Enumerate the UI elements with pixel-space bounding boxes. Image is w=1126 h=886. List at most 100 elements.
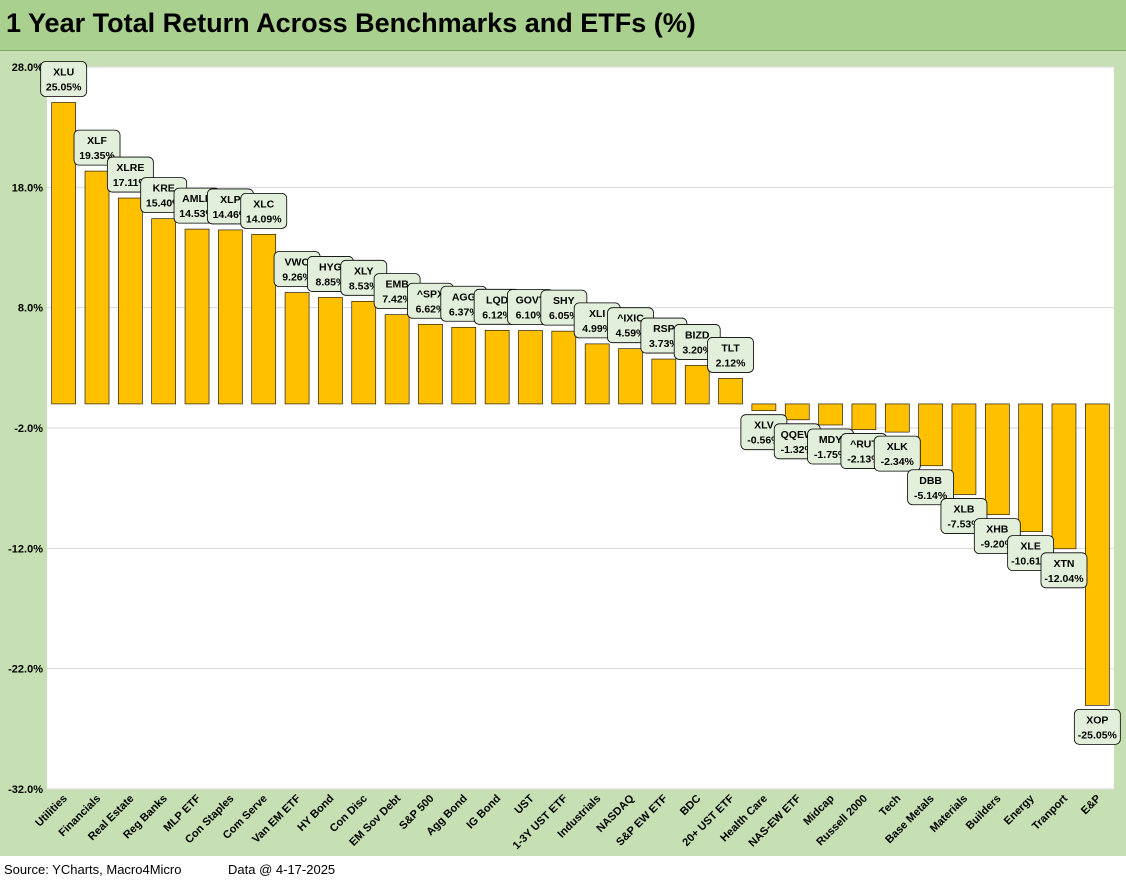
data-label-value: 15.40%	[146, 198, 182, 210]
bar-xlb	[951, 403, 977, 495]
bar-xlre	[118, 197, 143, 405]
data-label-ticker: BIZD	[685, 329, 710, 341]
data-label-value: 6.37%	[449, 306, 479, 318]
data-label-box	[707, 337, 754, 373]
data-label-ticker: XLC	[253, 198, 274, 210]
bar-xlu	[51, 102, 76, 405]
data-label-value: 6.10%	[516, 310, 546, 322]
data-label-ticker: HYG	[319, 261, 342, 273]
data-label-ticker: XLK	[887, 441, 908, 453]
data-label-value: 8.85%	[316, 276, 346, 288]
x-tick-label: BDC	[678, 793, 703, 818]
data-label: XLC 14.09%	[240, 192, 288, 229]
data-label-value: 4.59%	[616, 328, 646, 340]
data-label-ticker: XLE	[1020, 541, 1040, 553]
data-label: TLT 2.12%	[707, 337, 754, 373]
data-label-value: -12.04%	[1044, 573, 1084, 585]
data-label-value: 14.09%	[246, 213, 282, 225]
data-label: XLF 19.35%	[73, 129, 121, 166]
data-label-value: 25.05%	[46, 81, 82, 93]
bar-xhb	[984, 403, 1010, 515]
y-axis-ticks: 28.0% 18.0% 8.0% -2.0% -12.0% -22.0% -32.0%	[8, 62, 43, 796]
data-label-ticker: GOVT	[516, 295, 546, 307]
data-label-ticker: XTN	[1053, 558, 1074, 570]
data-label-value: 14.53%	[179, 208, 215, 220]
bar-spx	[418, 323, 443, 405]
data-label: XOP -25.05%	[1073, 708, 1121, 745]
data-label-value: 2.12%	[716, 357, 746, 369]
data-label-value: 7.42%	[382, 294, 412, 306]
bar-shy	[551, 330, 577, 405]
data-label-ticker: RSP	[653, 323, 675, 335]
data-label: XTN -12.04%	[1040, 552, 1088, 589]
data-label-value: 8.53%	[349, 280, 379, 292]
data-label-value: 19.35%	[79, 150, 115, 162]
bar-emb	[384, 314, 410, 405]
bar-mdy	[818, 403, 843, 426]
x-tick-label: E&P	[1079, 793, 1103, 817]
data-label-box	[873, 435, 921, 472]
data-label-value: -1.75%	[814, 449, 848, 461]
data-label-ticker: XLU	[53, 66, 74, 78]
data-label-value: -0.56%	[747, 435, 781, 447]
x-tick-label: IG Bond	[465, 793, 504, 832]
data-label-value: 14.46%	[213, 209, 249, 221]
data-label-value: -2.13%	[847, 454, 881, 466]
bar-xlv	[751, 403, 777, 411]
bar-xtn	[1051, 403, 1077, 550]
data-label-ticker: AMLP	[182, 193, 212, 205]
data-label-ticker: TLT	[721, 342, 740, 354]
title-bar: 1 Year Total Return Across Benchmarks an…	[0, 0, 1126, 51]
data-labels: XLU 25.05% XLF 19.35%XLRE 17.11% KRE 15.40% AML…	[40, 61, 1121, 745]
data-label-value: -7.53%	[947, 519, 981, 531]
data-label-ticker: XLV	[754, 420, 774, 432]
data-label-ticker: KRE	[153, 183, 175, 195]
data-label-value: -25.05%	[1078, 729, 1118, 741]
x-tick-label: Tranport	[1030, 792, 1070, 832]
bar-govt	[518, 330, 543, 405]
bar-rut	[851, 403, 877, 430]
bar-vwo	[284, 292, 310, 405]
data-label-ticker: XLP	[220, 194, 240, 206]
bar-chart: 28.0% 18.0% 8.0% -2.0% -12.0% -22.0% -32.0% XL…	[8, 61, 1121, 852]
bar-kre	[151, 218, 177, 405]
data-label-ticker: DBB	[919, 475, 942, 487]
data-label-ticker: ^IXIC	[617, 313, 644, 325]
data-label-value: 17.11%	[113, 177, 149, 189]
chart-title: 1 Year Total Return Across Benchmarks an…	[6, 8, 696, 38]
bar-xlc	[251, 234, 277, 405]
bar-rsp	[651, 358, 677, 405]
x-tick-label: UST	[513, 792, 537, 816]
bar-xlp	[218, 229, 243, 405]
data-label-box	[240, 192, 288, 229]
bar-qqew	[784, 403, 810, 421]
x-tick-label: Tech	[877, 792, 903, 818]
x-tick-label: Builders	[964, 793, 1004, 833]
data-label-ticker: XLY	[354, 265, 373, 277]
y-tick-label: -2.0%	[14, 423, 43, 435]
bar-xli	[584, 343, 610, 405]
data-label-ticker: ^SPX	[417, 288, 444, 300]
bar-amlp	[184, 228, 210, 405]
data-label: DBB -5.14%	[907, 469, 955, 506]
data-label-value: -9.20%	[981, 539, 1015, 551]
data-label: XHB -9.20%	[973, 518, 1021, 555]
data-label-ticker: XOP	[1086, 714, 1108, 726]
y-tick-label: -32.0%	[8, 784, 43, 796]
bars	[51, 102, 1110, 706]
data-label-box	[40, 61, 88, 97]
data-label-ticker: EMB	[385, 279, 409, 291]
bar-xop	[1085, 403, 1110, 706]
data-label-ticker: ^RUT	[850, 439, 878, 451]
data-label-ticker: MDY	[819, 434, 842, 446]
data-label-ticker: VWO	[285, 257, 310, 269]
data-label-ticker: LQD	[486, 294, 509, 306]
y-tick-label: -22.0%	[8, 664, 43, 676]
bar-xlk	[884, 403, 910, 433]
data-label-value: 6.12%	[482, 309, 512, 321]
data-label-value: 9.26%	[282, 272, 312, 284]
y-tick-label: -12.0%	[8, 543, 43, 555]
data-label-ticker: AGG	[452, 291, 476, 303]
data-label-value: -5.14%	[914, 490, 948, 502]
